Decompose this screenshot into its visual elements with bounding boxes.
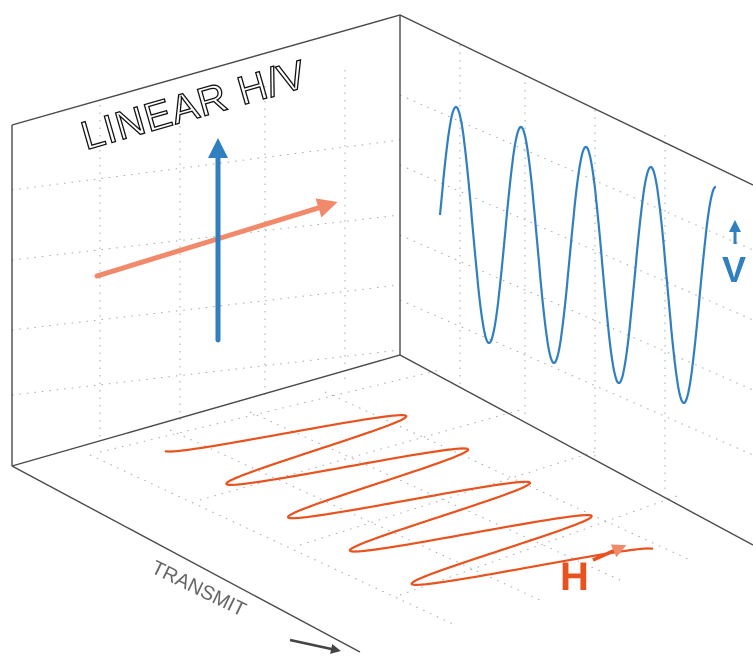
transmit-arrow — [289, 638, 341, 654]
arrow-right-icon — [592, 544, 627, 562]
horizontal-wave — [164, 413, 654, 587]
horizontal-label: H — [560, 555, 589, 599]
vertical-wave — [438, 105, 717, 405]
vertical-label: V — [722, 249, 746, 290]
diagram-title: LINEAR H/V — [76, 52, 311, 158]
box-edges — [11, 14, 753, 653]
horizontal-vector-arrow — [94, 198, 338, 279]
